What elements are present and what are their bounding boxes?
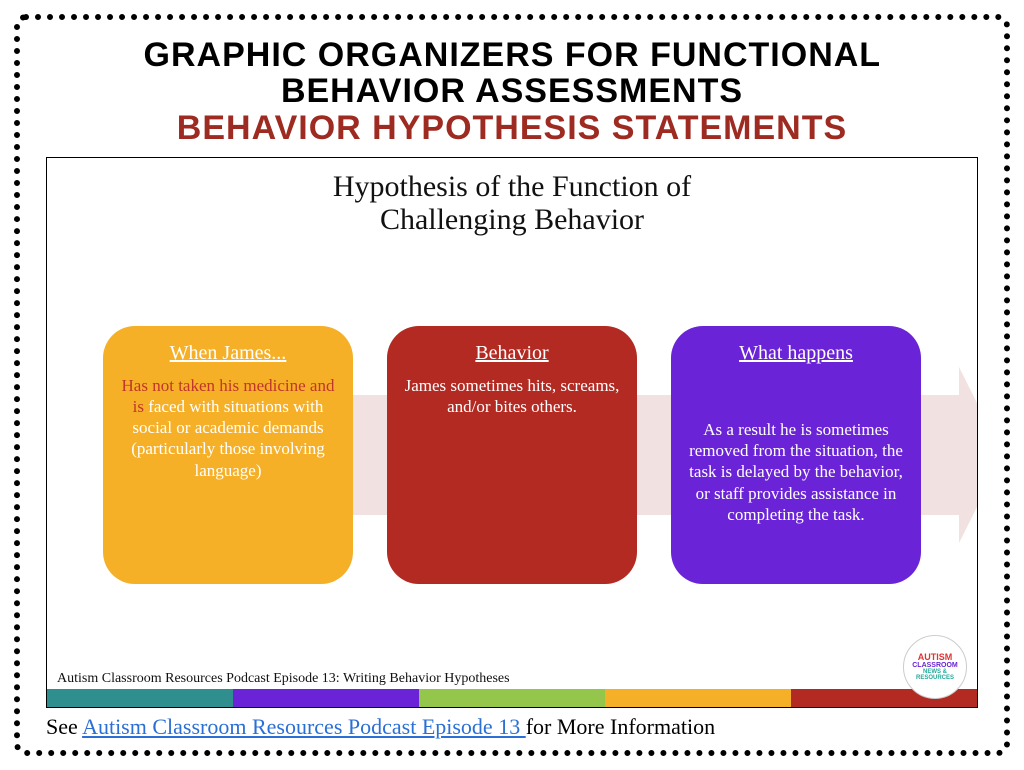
title-line-b: BEHAVIOR ASSESSMENTS bbox=[281, 72, 743, 110]
inner-panel: Hypothesis of the Function of Challengin… bbox=[46, 157, 978, 708]
color-bar-seg-2 bbox=[419, 689, 605, 707]
title-line-c: BEHAVIOR HYPOTHESIS STATEMENTS bbox=[46, 111, 978, 147]
inner-title-b: Challenging Behavior bbox=[380, 203, 644, 236]
footer-link[interactable]: Autism Classroom Resources Podcast Episo… bbox=[82, 714, 526, 739]
card-when-heading: When James... bbox=[119, 342, 337, 365]
color-bar-seg-3 bbox=[605, 689, 791, 707]
brand-logo: AUTISM CLASSROOM NEWS & RESOURCES bbox=[903, 635, 967, 699]
podcast-caption: Autism Classroom Resources Podcast Episo… bbox=[47, 667, 977, 689]
logo-line2: CLASSROOM bbox=[912, 662, 958, 669]
inner-title-a: Hypothesis of the Function of bbox=[333, 170, 691, 203]
color-bar-seg-1 bbox=[233, 689, 419, 707]
card-whathappens-heading: What happens bbox=[687, 342, 905, 365]
inner-title: Hypothesis of the Function of Challengin… bbox=[47, 158, 977, 242]
footer-post: for More Information bbox=[526, 714, 715, 739]
flow-area: When James... Has not taken his medicine… bbox=[47, 242, 977, 667]
card-when-body: Has not taken his medicine and is faced … bbox=[119, 373, 337, 572]
card-behavior-heading: Behavior bbox=[403, 342, 621, 365]
color-bar bbox=[47, 689, 977, 707]
dotted-frame: GRAPHIC ORGANIZERS FOR FUNCTIONAL BEHAVI… bbox=[14, 14, 1010, 756]
logo-line3: NEWS & RESOURCES bbox=[904, 669, 966, 681]
footer-pre: See bbox=[46, 714, 82, 739]
card-behavior: Behavior James sometimes hits, screams, … bbox=[387, 326, 637, 584]
footer-line: See Autism Classroom Resources Podcast E… bbox=[46, 708, 978, 740]
card-whathappens: What happens As a result he is sometimes… bbox=[671, 326, 921, 584]
color-bar-seg-0 bbox=[47, 689, 233, 707]
cards-row: When James... Has not taken his medicine… bbox=[55, 326, 969, 584]
card-whathappens-body: As a result he is sometimes removed from… bbox=[687, 373, 905, 572]
title-line-a: GRAPHIC ORGANIZERS FOR FUNCTIONAL bbox=[144, 36, 881, 74]
card-behavior-body: James sometimes hits, screams, and/or bi… bbox=[403, 373, 621, 572]
card-when-seg1: faced with situations with social or aca… bbox=[131, 397, 325, 480]
main-title: GRAPHIC ORGANIZERS FOR FUNCTIONAL BEHAVI… bbox=[46, 38, 978, 147]
logo-line1: AUTISM bbox=[918, 653, 953, 662]
card-when: When James... Has not taken his medicine… bbox=[103, 326, 353, 584]
